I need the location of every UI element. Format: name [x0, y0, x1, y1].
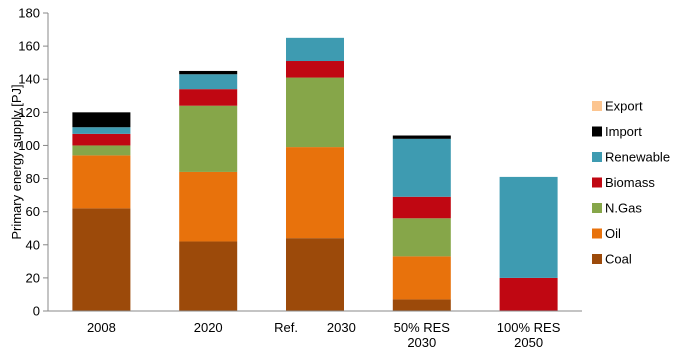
bar-100-res-2050-renewable	[499, 176, 558, 278]
x-tick-label-100-res-2050: 100% RES	[497, 320, 561, 335]
y-tick-label: 80	[26, 171, 40, 186]
bar-50-res-2030-coal	[392, 299, 451, 311]
bar-2008-biomass	[72, 133, 131, 146]
bar-ref-2030-ngas	[286, 77, 344, 148]
legend-swatch-coal	[592, 254, 602, 264]
bar-50-res-2030-biomass	[392, 196, 451, 219]
bar-2020-coal	[179, 241, 238, 311]
legend-swatch-ngas	[592, 203, 602, 213]
y-tick-label: 60	[26, 204, 40, 219]
legend-swatch-renewable	[592, 152, 602, 162]
bar-2020-biomass	[179, 89, 238, 106]
legend: Export Import Renewable Biomass N.Gas Oil Coal	[592, 99, 670, 267]
y-axis-title: Primary energy supply [PJ]	[9, 84, 24, 239]
bar-2008-import	[72, 112, 131, 128]
y-tick-label: 140	[18, 72, 40, 87]
x-tick-label-50-res-2030: 2030	[407, 335, 436, 350]
y-tick-label: 40	[26, 237, 40, 252]
x-tick-label-ref-2030: Ref. 2030	[274, 320, 356, 335]
bar-ref-2030-coal	[286, 238, 344, 311]
bar-2008-renewable	[72, 127, 131, 134]
bar-2008-oil	[72, 155, 131, 209]
legend-label-coal: Coal	[605, 252, 632, 267]
bar-2008-ngas	[72, 145, 131, 156]
legend-label-import: Import	[605, 124, 642, 139]
bar-ref-2030-renewable	[286, 37, 344, 62]
bar-2008-coal	[72, 208, 131, 311]
y-tick-label: 160	[18, 39, 40, 54]
bar-ref-2030-biomass	[286, 61, 344, 78]
bar-50-res-2030-oil	[392, 256, 451, 300]
legend-label-biomass: Biomass	[605, 175, 655, 190]
legend-swatch-oil	[592, 228, 602, 239]
legend-swatch-biomass	[592, 177, 602, 188]
legend-label-export: Export	[605, 99, 643, 114]
legend-swatch-export	[592, 101, 602, 111]
x-tick-label-100-res-2050: 2050	[514, 335, 543, 350]
bar-50-res-2030-ngas	[392, 218, 451, 257]
bar-100-res-2050-biomass	[499, 277, 558, 311]
legend-label-renewable: Renewable	[605, 150, 670, 165]
bar-2020-import	[179, 70, 238, 75]
y-tick-label: 20	[26, 270, 40, 285]
x-tick-label-2008: 2008	[87, 320, 116, 335]
bar-50-res-2030-import	[392, 135, 451, 139]
bar-2020-ngas	[179, 105, 238, 172]
legend-label-ngas: N.Gas	[605, 201, 642, 216]
y-tick-label: 180	[18, 6, 40, 21]
y-tick-label: 100	[18, 138, 40, 153]
legend-label-oil: Oil	[605, 226, 621, 241]
bar-50-res-2030-renewable	[392, 138, 451, 197]
y-tick-label: 0	[33, 304, 40, 319]
plot-area: 0 20 40 60 80 100 120 140 160 180 2008 2020 Ref. 203…	[18, 6, 582, 350]
bar-2020-oil	[179, 171, 238, 242]
y-tick-label: 120	[18, 105, 40, 120]
bar-2020-renewable	[179, 74, 238, 90]
bar-ref-2030-oil	[286, 147, 344, 239]
legend-swatch-import	[592, 126, 602, 137]
x-tick-label-50-res-2030: 50% RES	[394, 320, 451, 335]
x-tick-label-2020: 2020	[194, 320, 223, 335]
